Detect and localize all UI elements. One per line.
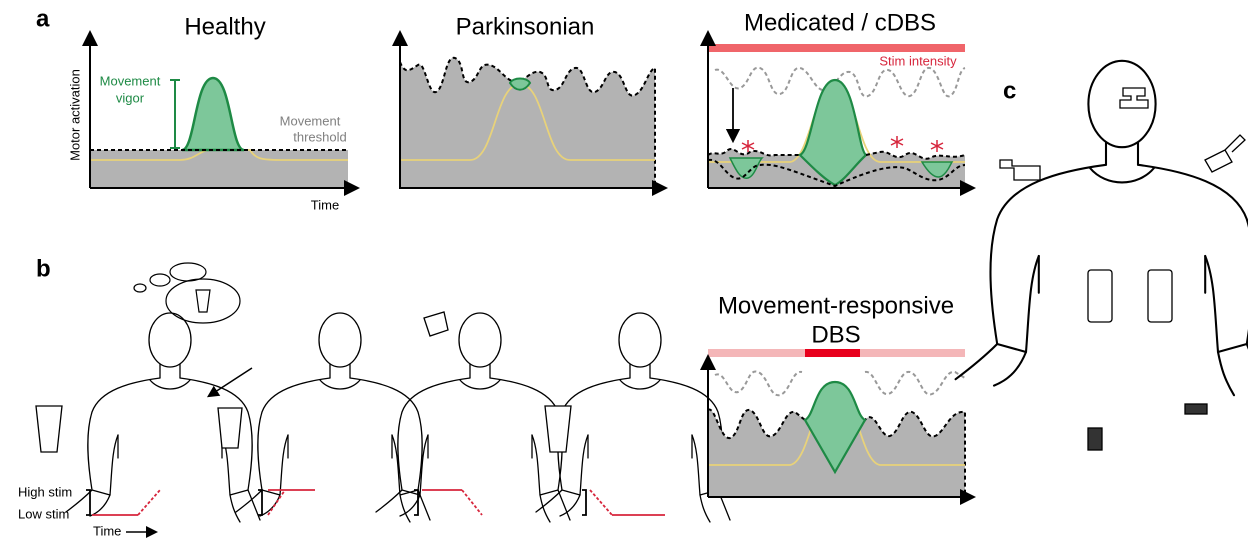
plot-title: Movement-responsive bbox=[718, 292, 954, 319]
plot-cdbs: Medicated / cDBS Stim intensity bbox=[708, 9, 968, 188]
stim-label: Low stim bbox=[18, 506, 69, 521]
plot-responsive: Movement-responsive DBS bbox=[708, 292, 968, 497]
plot-healthy: Healthy Movement vigor Movement threshol… bbox=[67, 13, 352, 212]
stim-label: High stim bbox=[18, 484, 72, 499]
thought-bubbles bbox=[134, 263, 240, 323]
figure: a b c Healthy Movement vigor Movement th… bbox=[0, 0, 1248, 539]
time-label: Time bbox=[93, 523, 121, 538]
plot-title: Healthy bbox=[184, 13, 265, 40]
y-axis-label: Motor activation bbox=[67, 69, 82, 161]
panel-label: b bbox=[36, 255, 51, 282]
cups bbox=[36, 312, 571, 452]
threshold-label: Movement bbox=[280, 113, 341, 128]
arrow bbox=[212, 368, 252, 394]
panel-label: a bbox=[36, 5, 50, 32]
plot-title: Parkinsonian bbox=[456, 13, 595, 40]
vigor-label: vigor bbox=[116, 90, 145, 105]
plot-parkinsonian: Parkinsonian bbox=[400, 13, 660, 188]
plot-title: Medicated / cDBS bbox=[744, 9, 936, 36]
plot-title: DBS bbox=[811, 321, 860, 348]
area bbox=[400, 58, 655, 188]
person bbox=[376, 313, 570, 522]
person bbox=[956, 61, 1248, 395]
panel-c-figure bbox=[956, 61, 1248, 450]
stim-bar-high bbox=[805, 349, 860, 357]
stim-traces bbox=[86, 490, 665, 515]
annotation: Stim intensity bbox=[879, 53, 957, 68]
green-bump bbox=[182, 78, 244, 150]
panel-label: c bbox=[1003, 77, 1016, 104]
vigor-bar bbox=[170, 80, 180, 148]
stim-bar bbox=[708, 44, 965, 52]
threshold-label: threshold bbox=[293, 129, 346, 144]
vigor-label: Movement bbox=[100, 73, 161, 88]
area bbox=[90, 150, 348, 188]
x-axis-label: Time bbox=[311, 197, 339, 212]
